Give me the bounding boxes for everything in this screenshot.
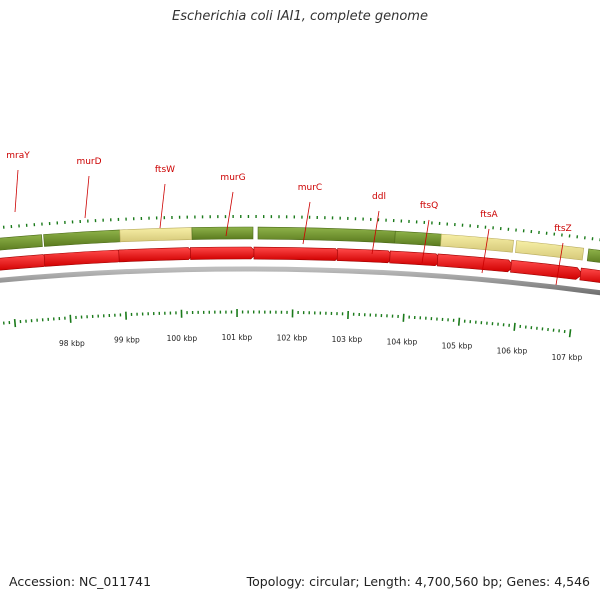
cds-arrow-track xyxy=(0,246,600,283)
cds-arrow xyxy=(189,246,258,260)
gene-leader-line xyxy=(84,175,90,219)
gene-leader-line xyxy=(371,210,380,255)
cds-arrow xyxy=(579,267,600,283)
gene-label-mraY: mraY xyxy=(6,151,30,161)
cds-arrow xyxy=(253,246,342,261)
cds-arrow xyxy=(43,249,125,267)
cds-arrow xyxy=(118,247,195,263)
scale-label: 106 kbp xyxy=(497,347,528,356)
cds-arrow xyxy=(389,250,442,267)
map-title: Escherichia coli IAI1, complete genome xyxy=(172,9,428,24)
gene-band-dark xyxy=(43,229,121,247)
scale-label: 103 kbp xyxy=(332,335,363,344)
scale-label: 100 kbp xyxy=(167,334,198,343)
genome-backbone xyxy=(0,266,600,296)
scale-label: 102 kbp xyxy=(277,333,308,342)
gene-band-light xyxy=(515,240,585,261)
gene-band-light xyxy=(119,227,193,243)
scale-label: 98 kbp xyxy=(59,339,85,348)
gene-label-murD: murD xyxy=(76,157,101,167)
cds-arrow xyxy=(436,253,515,273)
gene-band-light xyxy=(440,233,514,253)
gene-band-dark xyxy=(586,248,600,263)
major-tick xyxy=(13,319,17,328)
scale-label: 105 kbp xyxy=(442,342,473,351)
accession-label: Accession: NC_011741 xyxy=(9,574,152,589)
gene-label-ddl: ddl xyxy=(372,192,386,202)
gene-label-ftsA: ftsA xyxy=(480,210,498,220)
gene-label-murC: murC xyxy=(298,183,322,193)
major-tick xyxy=(69,314,72,323)
major-tick xyxy=(513,322,516,331)
gene-band-dark xyxy=(394,230,442,247)
gene-label-group: mraY murD ftsW murG murC ddl ftsQ ftsA ftsZ xyxy=(6,151,572,286)
genome-summary: Topology: circular; Length: 4,700,560 bp… xyxy=(246,574,590,589)
scale-label: 107 kbp xyxy=(552,353,583,362)
gene-label-ftsW: ftsW xyxy=(155,165,175,175)
gene-band-dark xyxy=(191,226,254,240)
gene-label-ftsZ: ftsZ xyxy=(554,224,571,234)
gene-leader-line xyxy=(302,201,311,245)
gene-label-murG: murG xyxy=(220,173,245,183)
scale-label: 101 kbp xyxy=(222,333,253,342)
scale-label: 99 kbp xyxy=(114,336,140,345)
gene-leader-line xyxy=(481,228,490,274)
scale-tick-ring xyxy=(2,309,572,338)
gene-band-dark xyxy=(0,234,43,251)
gene-leader-line xyxy=(225,191,234,237)
gene-label-ftsQ: ftsQ xyxy=(420,201,438,211)
gene-leader-line xyxy=(159,183,166,229)
scale-label-group: 98 kbp 99 kbp 100 kbp 101 kbp 102 kbp 103 kbp… xyxy=(59,333,582,362)
scale-label: 104 kbp xyxy=(387,338,418,347)
gene-leader-line xyxy=(555,242,564,286)
gene-leader-line xyxy=(14,169,19,213)
upper-tick-ring xyxy=(2,215,600,242)
major-tick xyxy=(457,317,461,326)
cds-arrow xyxy=(0,254,50,271)
gene-leader-line xyxy=(421,219,430,264)
gene-band-track xyxy=(0,226,600,263)
cds-arrow xyxy=(336,248,395,264)
major-tick xyxy=(568,329,572,338)
cds-arrow xyxy=(510,259,583,280)
